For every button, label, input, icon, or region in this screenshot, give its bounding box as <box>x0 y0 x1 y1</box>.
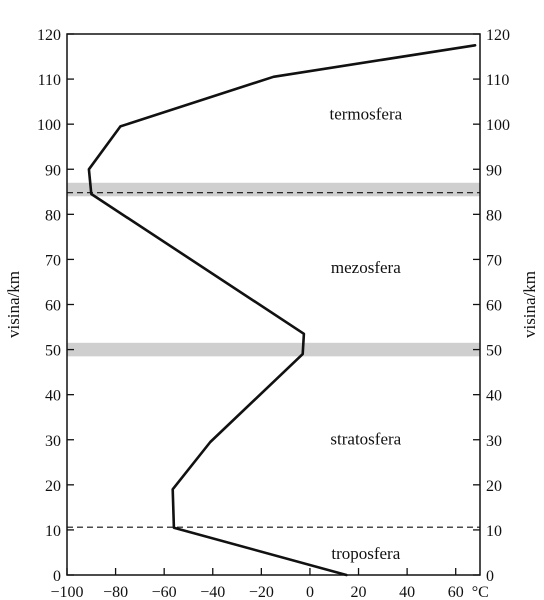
y-axis-label-right: visina/km <box>520 271 539 338</box>
y-tick-label-left-100: 100 <box>37 117 61 134</box>
y-axis-label-left: visina/km <box>4 271 23 338</box>
y-tick-label-left-90: 90 <box>45 162 61 179</box>
layer-label-mezosfera: mezosfera <box>331 258 401 277</box>
y-tick-label-left-20: 20 <box>45 478 61 495</box>
x-tick-label--80: −80 <box>103 584 128 600</box>
x-tick-label-20: 20 <box>351 584 367 600</box>
y-tick-label-left-10: 10 <box>45 523 61 540</box>
layer-label-troposfera: troposfera <box>331 544 400 563</box>
layer-labels: termosfera mezosfera stratosfera troposfera <box>329 105 402 564</box>
y-tick-label-right-10: 10 <box>486 523 502 540</box>
y-tick-label-right-20: 20 <box>486 478 502 495</box>
layer-label-termosfera: termosfera <box>329 105 402 124</box>
y-tick-label-right-50: 50 <box>486 343 502 360</box>
y-tick-label-right-30: 30 <box>486 433 502 450</box>
x-tick-label--40: −40 <box>200 584 225 600</box>
y-tick-label-right-110: 110 <box>486 72 509 89</box>
y-tick-label-left-50: 50 <box>45 343 61 360</box>
transition-band-1 <box>67 342 480 357</box>
y-tick-label-left-30: 30 <box>45 433 61 450</box>
x-axis-unit-label: °C <box>472 584 489 600</box>
y-tick-label-right-70: 70 <box>486 252 502 269</box>
y-tick-label-right-90: 90 <box>486 162 502 179</box>
axis-text: 0 0 10 10 20 20 30 30 40 40 50 50 60 60 70 70 80 80 90 90 10… <box>4 27 539 600</box>
y-tick-label-right-100: 100 <box>486 117 510 134</box>
plot-border <box>66 33 481 576</box>
y-tick-label-left-0: 0 <box>53 568 61 585</box>
temperature-series <box>87 43 477 577</box>
axis-ticks <box>66 33 480 576</box>
x-tick-label-40: 40 <box>399 584 415 600</box>
y-tick-label-left-40: 40 <box>45 388 61 405</box>
y-tick-label-left-80: 80 <box>45 207 61 224</box>
y-tick-label-right-80: 80 <box>486 207 502 224</box>
x-tick-label--20: −20 <box>249 584 274 600</box>
y-tick-label-left-120: 120 <box>37 27 61 44</box>
x-tick-label-60: 60 <box>448 584 464 600</box>
layer-label-stratosfera: stratosfera <box>330 429 401 448</box>
y-tick-label-right-0: 0 <box>486 568 494 585</box>
x-tick-label-0: 0 <box>306 584 314 600</box>
x-tick-label--60: −60 <box>152 584 177 600</box>
dashed-boundaries <box>67 192 480 528</box>
y-tick-label-right-120: 120 <box>486 27 510 44</box>
y-tick-label-left-60: 60 <box>45 298 61 315</box>
y-tick-label-left-70: 70 <box>45 252 61 269</box>
temperature-profile-line <box>87 43 477 577</box>
transition-bands <box>67 182 480 357</box>
y-tick-label-left-110: 110 <box>38 72 61 89</box>
y-tick-label-right-60: 60 <box>486 298 502 315</box>
plot-frame <box>66 33 481 576</box>
transition-band-0 <box>67 182 480 197</box>
y-tick-label-right-40: 40 <box>486 388 502 405</box>
x-tick-label--100: −100 <box>50 584 83 600</box>
